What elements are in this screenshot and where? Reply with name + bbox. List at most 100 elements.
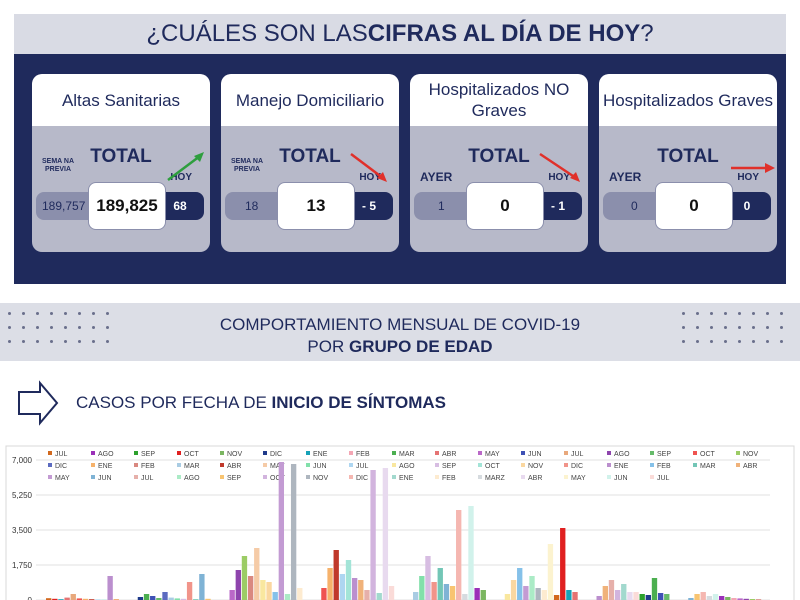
banner-text-bold: CIFRAS AL DÍA DE HOY: [367, 20, 641, 47]
legend-swatch: [134, 451, 138, 455]
legend-label: ENE: [313, 451, 328, 458]
chart-bar: [254, 548, 260, 600]
section-title-line2: POR GRUPO DE EDAD: [0, 337, 800, 357]
legend-label: JUL: [356, 463, 369, 470]
legend-label: OCT: [485, 463, 501, 470]
chart-bar: [566, 590, 572, 600]
chart-bar: [186, 582, 193, 600]
chart-bar: [443, 584, 450, 600]
legend-swatch: [435, 451, 439, 455]
chart-bar: [168, 597, 174, 600]
chart-bar: [46, 598, 52, 600]
legend-swatch: [134, 463, 138, 467]
chart-bar: [621, 584, 627, 600]
card-title: Hospitalizados Graves: [599, 74, 777, 126]
legend-swatch: [564, 451, 568, 455]
chart-bar: [174, 598, 180, 600]
legend-swatch: [134, 475, 138, 479]
section-title-bold: GRUPO DE EDAD: [348, 337, 493, 356]
chart-bar: [645, 595, 652, 600]
chart-bar: [199, 574, 205, 600]
chart-bar: [614, 590, 621, 600]
section-header: COMPORTAMIENTO MENSUAL DE COVID-19 POR G…: [0, 303, 800, 361]
chart-bar: [694, 594, 700, 600]
chart-bar: [633, 592, 639, 600]
chart-bar: [425, 556, 431, 600]
legend-swatch: [736, 463, 740, 467]
legend-label: MAY: [270, 463, 285, 470]
chart-bar: [180, 598, 187, 600]
legend-label: ABR: [227, 463, 241, 470]
chart-bar: [700, 592, 706, 600]
chart-bar: [278, 462, 285, 600]
y-tick-label: 7,000: [12, 456, 33, 465]
chart-bar: [76, 598, 83, 600]
chart-bar: [345, 560, 352, 600]
trend-flat-arrow-icon: [731, 163, 775, 173]
legend-label: JUN: [528, 451, 542, 458]
arrow-right-icon: [18, 380, 59, 426]
chart-bar: [547, 544, 554, 600]
chart-bar: [376, 593, 382, 600]
legend-swatch: [650, 475, 654, 479]
legend-swatch: [349, 463, 353, 467]
legend-label: SEP: [227, 475, 241, 482]
legend-label: ABR: [442, 451, 456, 458]
chart-bar: [247, 576, 254, 600]
chart-bar: [504, 594, 511, 600]
chart-bar: [333, 550, 339, 600]
legend-swatch: [220, 451, 224, 455]
chart-bar: [431, 582, 437, 600]
legend-swatch: [693, 463, 697, 467]
legend-label: OCT: [184, 451, 200, 458]
legend-label: MAY: [55, 475, 70, 482]
chart-bar: [480, 590, 486, 600]
chart-bar: [82, 598, 89, 600]
legend-swatch: [392, 463, 396, 467]
trend-up-arrow-icon: [167, 152, 204, 181]
legend-swatch: [220, 463, 224, 467]
legend-swatch: [306, 463, 310, 467]
chart-bar: [688, 598, 694, 600]
total-label: TOTAL: [90, 146, 152, 167]
banner-text-post: ?: [640, 20, 654, 47]
legend-swatch: [263, 463, 267, 467]
legend-swatch: [435, 475, 439, 479]
subheading-bold: INICIO DE SÍNTOMAS: [271, 393, 446, 412]
legend-swatch: [521, 463, 525, 467]
legend-swatch: [48, 463, 52, 467]
chart-bar: [419, 576, 425, 600]
card-hospitalizados-no-graves: Hospitalizados NO Graves TOTAL AYER HOY …: [410, 74, 588, 252]
legend-swatch: [263, 451, 267, 455]
chart-bar: [541, 590, 547, 600]
chart-bar: [468, 506, 474, 600]
prev-label: SEMA NA PREVIA: [41, 158, 75, 173]
legend-label: NOV: [528, 463, 544, 470]
legend-label: ABR: [528, 475, 542, 482]
chart-bar: [235, 570, 241, 600]
hoy-label: HOY: [548, 172, 570, 183]
legend-label: MAY: [485, 451, 500, 458]
legend-label: ENE: [399, 475, 414, 482]
legend-swatch: [349, 475, 353, 479]
total-label: TOTAL: [657, 146, 719, 167]
chart-bar: [608, 580, 615, 600]
cases-bar-chart: 0 1,750 3,500 5,250 7,000 JUL AGO SEP OCT NOV DIC E…: [5, 445, 795, 600]
chart-bar: [553, 595, 560, 600]
legend-label: JUL: [55, 451, 68, 458]
legend-label: JUL: [571, 451, 584, 458]
legend-label: AGO: [399, 463, 415, 470]
prev-label: SEMA NA PREVIA: [230, 158, 264, 173]
chart-bar: [150, 596, 156, 600]
dots-decoration-left: [8, 312, 118, 352]
chart-bar: [64, 597, 70, 600]
summary-banner: ¿CUÁLES SON LAS CIFRAS AL DÍA DE HOY?: [14, 14, 786, 54]
legend-swatch: [177, 451, 181, 455]
chart-bar: [370, 470, 376, 600]
chart-bar: [241, 556, 248, 600]
legend-label: SEP: [442, 463, 456, 470]
legend-swatch: [177, 463, 181, 467]
total-label: TOTAL: [468, 146, 530, 167]
legend-swatch: [392, 475, 396, 479]
card-title: Hospitalizados NO Graves: [410, 74, 588, 126]
